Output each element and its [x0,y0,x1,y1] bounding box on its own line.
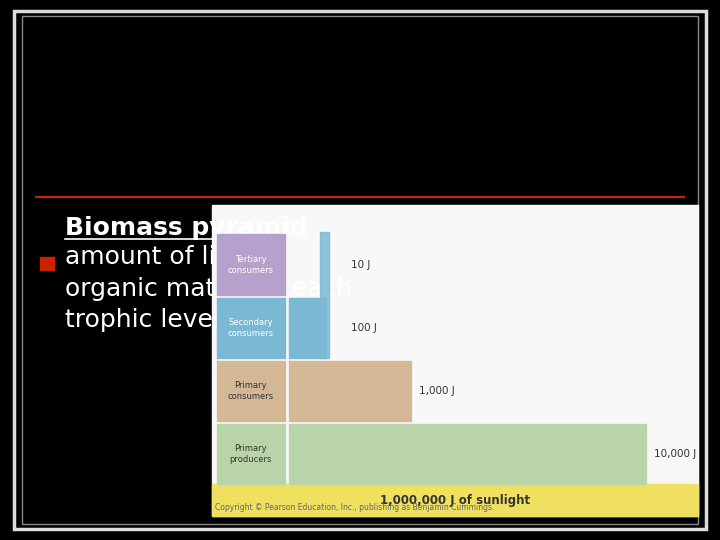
Text: 10 J: 10 J [351,260,370,269]
Text: Secondary
consumers: Secondary consumers [228,318,274,338]
Bar [40,256,54,270]
Bar [289,424,646,484]
Text: Tertiary
consumers: Tertiary consumers [228,254,274,275]
Bar [217,361,285,421]
Bar [289,361,411,421]
Text: 10,000 J: 10,000 J [654,449,696,459]
Text: 100 J: 100 J [351,323,377,333]
Bar [212,205,698,516]
Bar [320,232,330,358]
Text: Copyright © Pearson Education, Inc., publishing as Benjamin Cummings.: Copyright © Pearson Education, Inc., pub… [215,503,495,512]
Text: :: : [282,216,292,240]
Text: Primary
consumers: Primary consumers [228,381,274,401]
Text: Biomass pyramid: Biomass pyramid [65,216,307,240]
Bar [217,234,285,295]
Text: 1,000,000 J of sunlight: 1,000,000 J of sunlight [380,494,531,507]
Bar [212,484,698,516]
Bar [217,298,285,358]
Text: 1,000 J: 1,000 J [420,386,455,396]
Text: Primary
producers: Primary producers [230,444,272,464]
Bar [289,298,326,358]
Bar [217,424,285,484]
Text: amount of living
organic matter at each
trophic level: amount of living organic matter at each … [65,245,352,332]
